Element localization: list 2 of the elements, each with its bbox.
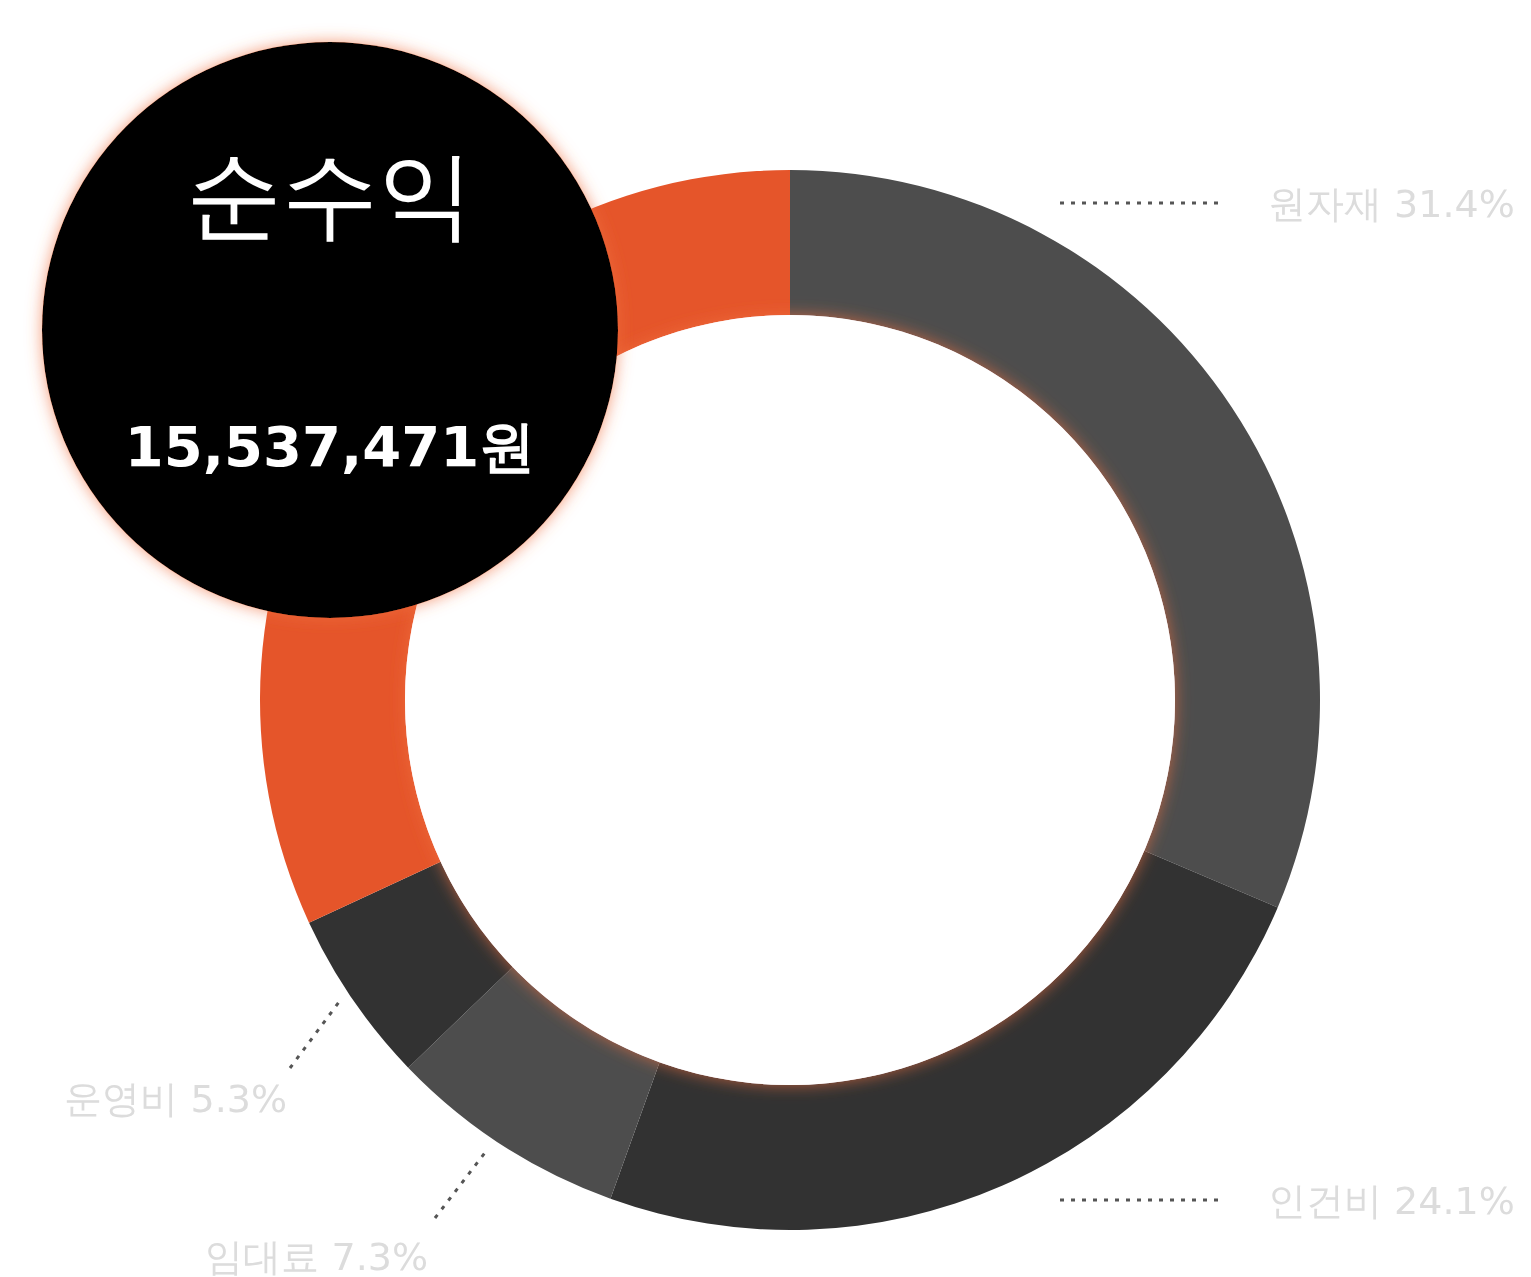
text: 15,537,471원 — [124, 414, 536, 479]
slice-label: 순수익 — [186, 139, 474, 251]
